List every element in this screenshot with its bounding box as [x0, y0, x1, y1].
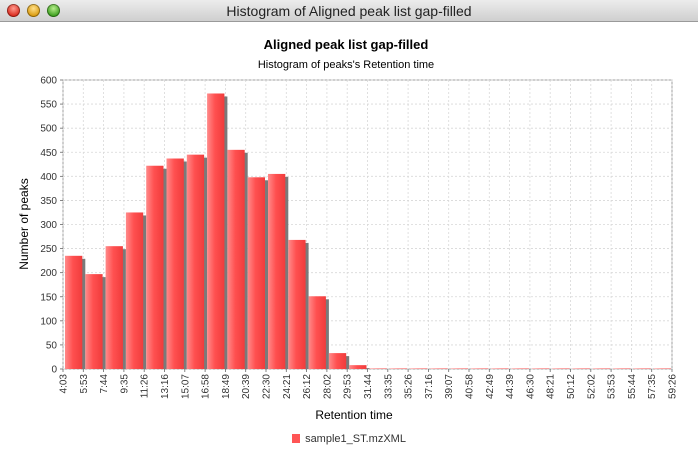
x-tick-label: 9:35 — [119, 374, 130, 394]
x-tick-label: 11:26 — [140, 374, 151, 399]
y-tick-label: 0 — [51, 365, 57, 376]
x-tick-label: 42:49 — [485, 374, 496, 399]
y-tick-label: 500 — [40, 124, 57, 135]
y-tick-label: 550 — [40, 100, 57, 111]
histogram-bar — [65, 256, 82, 369]
x-tick-label: 46:30 — [525, 374, 536, 399]
y-tick-label: 100 — [40, 316, 57, 327]
x-tick-label: 31:44 — [363, 374, 374, 399]
histogram-bar — [268, 174, 285, 369]
x-tick-label: 26:12 — [302, 374, 313, 399]
x-tick-label: 24:21 — [282, 374, 293, 399]
y-tick-label: 450 — [40, 148, 57, 159]
y-tick-label: 600 — [40, 76, 57, 87]
legend-label: sample1_ST.mzXML — [305, 433, 406, 445]
x-axis: 4:03 5:53 7:44 9:35 11:26 13:16 15:07 16:58 18:4… — [59, 369, 679, 399]
y-tick-label: 350 — [40, 196, 57, 207]
legend-swatch — [292, 434, 300, 443]
x-tick-label: 5:53 — [79, 374, 90, 394]
x-tick-label: 7:44 — [99, 374, 110, 394]
chart-panel: Aligned peak list gap-filled Histogram o… — [0, 22, 698, 457]
histogram-bar — [85, 274, 102, 369]
histogram-bar — [106, 246, 123, 369]
legend: sample1_ST.mzXML — [0, 433, 698, 445]
x-tick-label: 22:30 — [262, 374, 273, 399]
histogram-bar — [227, 150, 244, 369]
x-tick-label: 29:53 — [343, 374, 354, 399]
x-tick-label: 53:53 — [607, 374, 618, 399]
x-tick-label: 52:02 — [586, 374, 597, 399]
histogram-bar — [146, 166, 163, 369]
x-tick-label: 37:16 — [424, 374, 435, 399]
window-title: Histogram of Aligned peak list gap-fille… — [0, 3, 698, 19]
x-tick-label: 35:26 — [404, 374, 415, 399]
x-tick-label: 44:39 — [505, 374, 516, 399]
histogram-bar — [309, 296, 326, 369]
x-tick-label: 48:21 — [546, 374, 557, 399]
x-tick-label: 15:07 — [180, 374, 191, 399]
x-tick-label: 33:35 — [383, 374, 394, 399]
y-tick-label: 300 — [40, 220, 57, 231]
x-tick-label: 18:49 — [221, 374, 232, 399]
chart-title: Aligned peak list gap-filled — [264, 37, 429, 52]
histogram-bar — [167, 159, 184, 369]
histogram-bar — [187, 155, 204, 369]
histogram-bar — [248, 177, 265, 369]
x-tick-label: 50:12 — [566, 374, 577, 399]
histogram-chart: Aligned peak list gap-filled Histogram o… — [0, 22, 698, 457]
x-tick-label: 40:58 — [465, 374, 476, 399]
x-tick-label: 55:44 — [627, 374, 638, 399]
x-tick-label: 59:26 — [668, 374, 679, 399]
y-tick-label: 250 — [40, 244, 57, 255]
y-tick-label: 200 — [40, 268, 57, 279]
y-tick-label: 150 — [40, 292, 57, 303]
x-tick-label: 28:02 — [322, 374, 333, 399]
y-tick-label: 50 — [46, 340, 58, 351]
x-axis-label: Retention time — [315, 408, 393, 422]
y-axis: 0 50 100 150 200 250 300 350 400 450 500 550 600 — [40, 76, 63, 376]
histogram-bar — [349, 365, 366, 369]
window-titlebar: Histogram of Aligned peak list gap-fille… — [0, 0, 698, 22]
y-tick-label: 400 — [40, 172, 57, 183]
y-axis-label: Number of peaks — [17, 178, 31, 269]
histogram-bar — [329, 353, 346, 369]
x-tick-label: 13:16 — [160, 374, 171, 399]
x-tick-label: 57:35 — [647, 374, 658, 399]
x-tick-label: 20:39 — [241, 374, 252, 399]
x-tick-label: 39:07 — [444, 374, 455, 399]
x-tick-label: 4:03 — [59, 374, 70, 394]
histogram-bar — [207, 93, 224, 369]
chart-subtitle: Histogram of peaks's Retention time — [258, 59, 434, 71]
histogram-bar — [288, 240, 305, 369]
x-tick-label: 16:58 — [201, 374, 212, 399]
histogram-bar — [126, 212, 143, 369]
